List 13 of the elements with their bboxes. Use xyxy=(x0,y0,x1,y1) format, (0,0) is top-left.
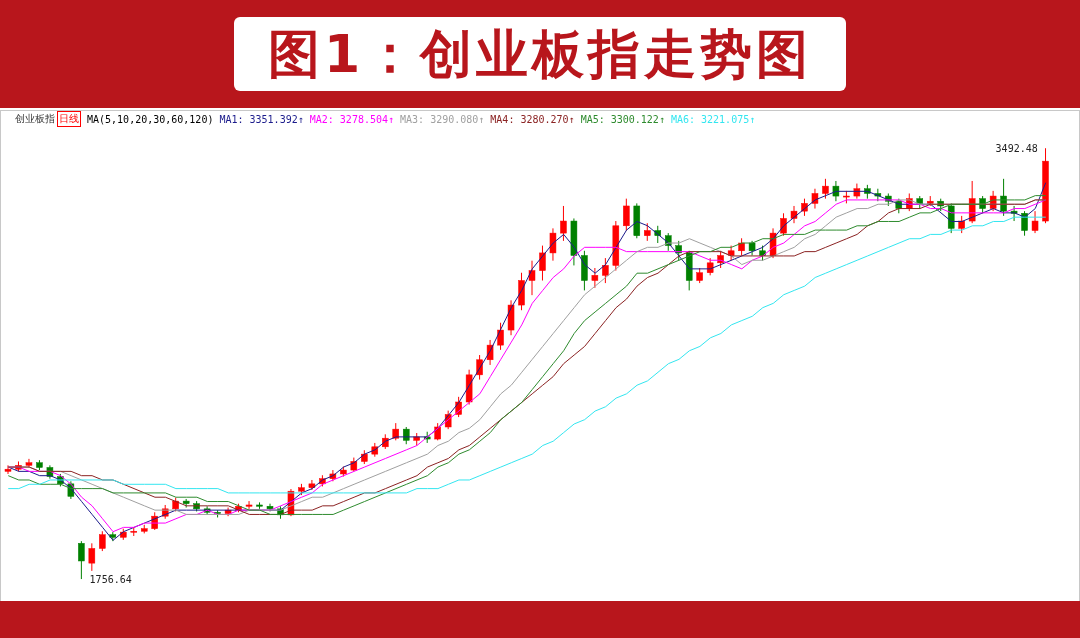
chart-subtitle: 创业板指 xyxy=(15,112,55,126)
text: MA6: 3221.075↑ xyxy=(670,113,756,125)
annotation: 1756.64 xyxy=(89,573,132,585)
text: MA(5,10,20,30,60,120) xyxy=(87,113,214,125)
header-banner: 图1：创业板指走势图 xyxy=(0,0,1080,108)
text: MA4: 3280.270↑ xyxy=(490,113,575,125)
text: MA2: 3278.504↑ xyxy=(309,113,395,125)
text: MA1: 3351.392↑ xyxy=(219,113,304,125)
annotation: 3492.48 xyxy=(995,142,1038,154)
text: MA5: 3300.122↑ xyxy=(580,113,665,125)
text: MA3: 3290.080↑ xyxy=(400,113,485,125)
text: 日线 xyxy=(57,111,81,127)
chart-title: 图1：创业板指走势图 xyxy=(233,17,847,91)
